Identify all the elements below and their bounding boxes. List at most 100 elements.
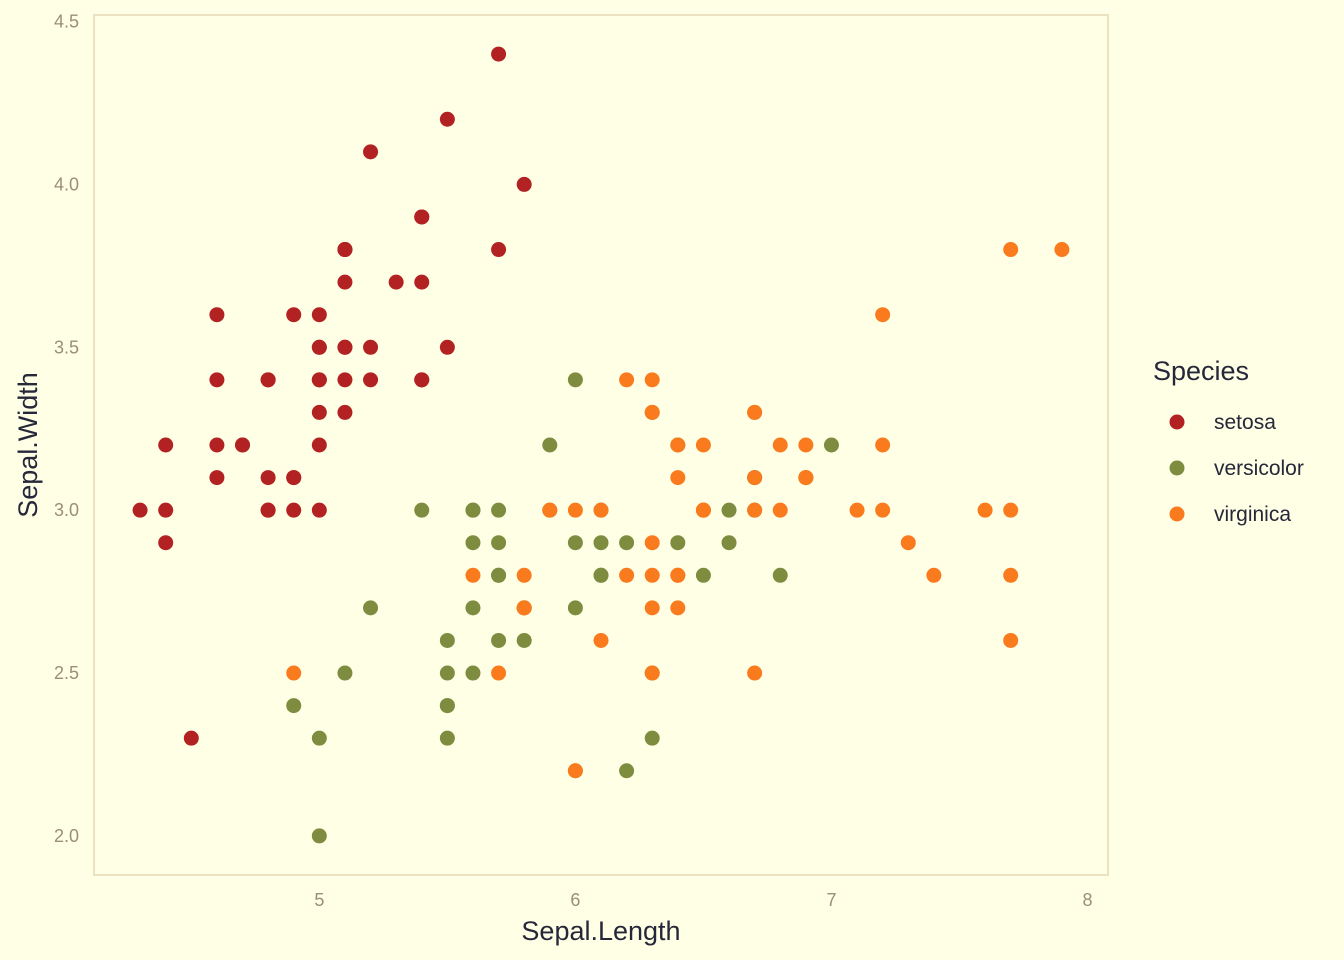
legend: Species setosa versicolor virginica — [1153, 356, 1304, 526]
point-setosa — [260, 502, 276, 518]
legend-key-versicolor — [1169, 460, 1185, 476]
point-setosa — [158, 502, 174, 518]
point-virginica — [1054, 242, 1070, 258]
point-virginica — [926, 567, 942, 583]
point-versicolor — [823, 437, 839, 453]
point-versicolor — [414, 502, 430, 518]
point-setosa — [337, 242, 353, 258]
point-virginica — [900, 535, 916, 551]
point-setosa — [388, 274, 404, 290]
point-setosa — [183, 730, 199, 746]
point-virginica — [875, 502, 891, 518]
point-setosa — [209, 437, 225, 453]
x-axis-ticks: 5 6 7 8 — [314, 890, 1092, 910]
point-virginica — [670, 567, 686, 583]
point-versicolor — [593, 535, 609, 551]
point-setosa — [363, 372, 379, 388]
point-setosa — [311, 307, 327, 323]
point-virginica — [644, 535, 660, 551]
point-virginica — [747, 665, 763, 681]
points-layer — [132, 46, 1070, 844]
point-virginica — [619, 567, 635, 583]
point-setosa — [363, 339, 379, 355]
point-versicolor — [593, 567, 609, 583]
y-axis-ticks: 2.0 2.5 3.0 3.5 4.0 4.5 — [54, 12, 79, 846]
point-setosa — [337, 339, 353, 355]
point-virginica — [619, 372, 635, 388]
y-tick-label: 2.5 — [54, 663, 79, 683]
legend-item-virginica: virginica — [1169, 503, 1291, 526]
point-setosa — [260, 372, 276, 388]
legend-item-versicolor: versicolor — [1169, 457, 1304, 480]
point-setosa — [132, 502, 148, 518]
point-versicolor — [644, 730, 660, 746]
point-virginica — [542, 502, 558, 518]
point-setosa — [516, 176, 532, 192]
point-versicolor — [721, 502, 737, 518]
point-versicolor — [439, 698, 455, 714]
point-versicolor — [286, 698, 302, 714]
point-versicolor — [439, 730, 455, 746]
point-setosa — [209, 470, 225, 486]
point-setosa — [337, 404, 353, 420]
point-setosa — [311, 502, 327, 518]
x-tick-label: 7 — [826, 890, 836, 910]
point-virginica — [798, 470, 814, 486]
point-virginica — [644, 404, 660, 420]
point-setosa — [311, 339, 327, 355]
point-virginica — [798, 437, 814, 453]
point-versicolor — [619, 763, 635, 779]
series-versicolor — [286, 372, 839, 844]
x-axis-title: Sepal.Length — [521, 916, 680, 946]
point-virginica — [849, 502, 865, 518]
point-virginica — [772, 437, 788, 453]
point-virginica — [491, 665, 507, 681]
point-virginica — [567, 502, 583, 518]
y-tick-label: 3.5 — [54, 337, 79, 357]
point-virginica — [670, 470, 686, 486]
legend-key-virginica — [1169, 506, 1185, 522]
point-setosa — [311, 404, 327, 420]
x-tick-label: 5 — [314, 890, 324, 910]
point-versicolor — [567, 600, 583, 616]
point-versicolor — [465, 665, 481, 681]
x-tick-label: 6 — [570, 890, 580, 910]
point-virginica — [772, 502, 788, 518]
point-versicolor — [311, 730, 327, 746]
point-setosa — [439, 339, 455, 355]
series-virginica — [286, 242, 1070, 779]
point-setosa — [235, 437, 251, 453]
point-virginica — [747, 470, 763, 486]
point-virginica — [695, 437, 711, 453]
point-setosa — [286, 502, 302, 518]
point-versicolor — [363, 600, 379, 616]
point-virginica — [567, 763, 583, 779]
point-virginica — [1003, 242, 1019, 258]
point-versicolor — [491, 535, 507, 551]
point-setosa — [337, 372, 353, 388]
point-setosa — [260, 470, 276, 486]
point-versicolor — [337, 665, 353, 681]
point-setosa — [158, 437, 174, 453]
point-virginica — [644, 567, 660, 583]
point-virginica — [1003, 632, 1019, 648]
point-virginica — [1003, 502, 1019, 518]
x-tick-label: 8 — [1083, 890, 1093, 910]
point-versicolor — [721, 535, 737, 551]
point-versicolor — [311, 828, 327, 844]
point-setosa — [286, 470, 302, 486]
point-setosa — [414, 274, 430, 290]
legend-label-versicolor: versicolor — [1214, 457, 1304, 480]
y-tick-label: 4.5 — [54, 12, 79, 32]
point-versicolor — [491, 567, 507, 583]
point-virginica — [747, 404, 763, 420]
legend-item-setosa: setosa — [1169, 411, 1276, 434]
point-versicolor — [491, 632, 507, 648]
legend-label-setosa: setosa — [1214, 411, 1276, 434]
point-versicolor — [439, 632, 455, 648]
point-virginica — [670, 437, 686, 453]
point-virginica — [516, 567, 532, 583]
point-versicolor — [542, 437, 558, 453]
point-versicolor — [465, 502, 481, 518]
